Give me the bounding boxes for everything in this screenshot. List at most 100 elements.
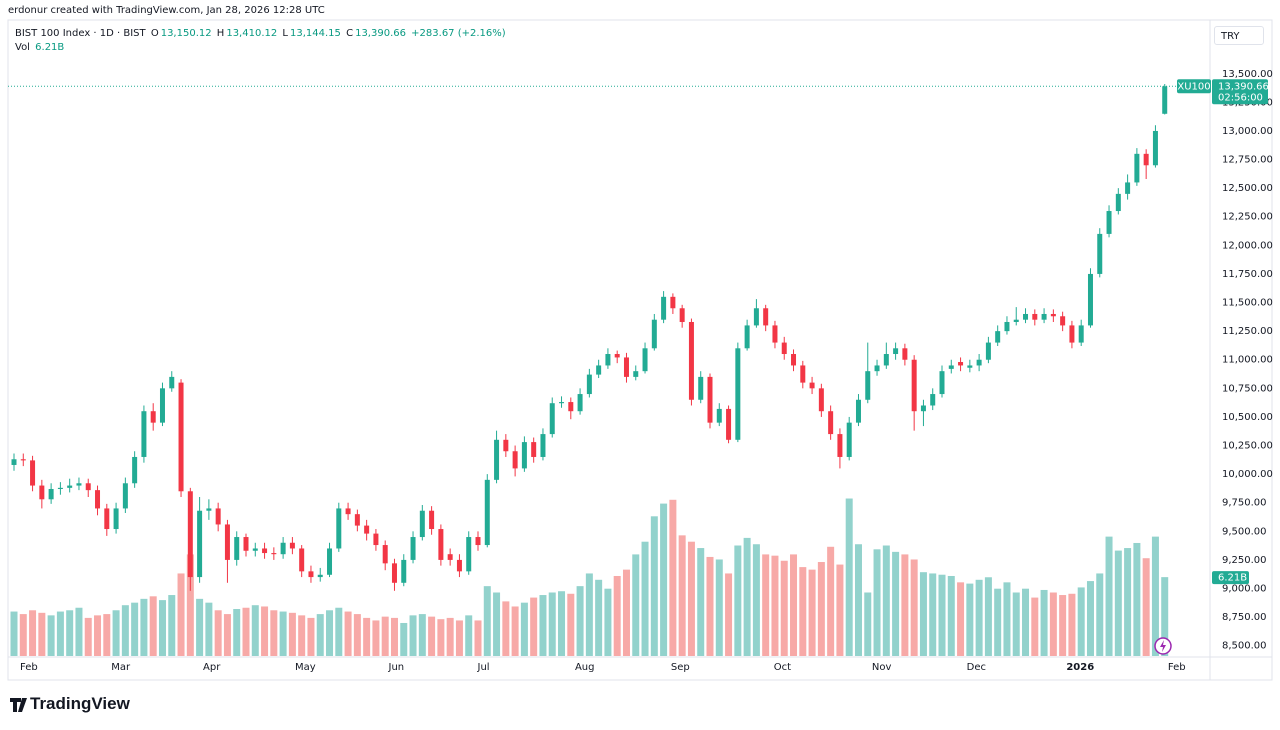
frame — [7, 19, 1273, 681]
candle-body — [224, 524, 230, 560]
candle-body — [494, 439, 500, 480]
volume-bar — [957, 582, 965, 656]
candle-body — [1004, 321, 1010, 332]
volume-bar — [901, 554, 909, 656]
candle-body — [95, 490, 101, 509]
volume-bar — [446, 617, 454, 656]
candle-body — [716, 408, 722, 423]
candle-body — [772, 325, 778, 343]
volume-bar — [418, 614, 426, 656]
ohlc-value: 13,150.12 — [160, 28, 212, 39]
x-tick-label: Jun — [388, 662, 405, 673]
candle-body — [419, 510, 425, 538]
y-tick-label: 12,750.00 — [1222, 155, 1273, 166]
candle-body — [577, 394, 583, 412]
candle-body — [809, 382, 815, 389]
candle-body — [865, 371, 871, 400]
vol-key: Vol — [15, 42, 30, 53]
candle-body — [726, 408, 732, 440]
volume-bar — [558, 591, 566, 656]
x-tick-label: Apr — [203, 662, 221, 673]
vol-value: 6.21B — [35, 42, 65, 53]
volume-bar — [1022, 588, 1030, 656]
candle-body — [327, 548, 333, 575]
volume-bar — [660, 503, 668, 656]
candle-body — [410, 537, 416, 560]
volume-badge: 6.21B — [1218, 573, 1247, 584]
volume-bar — [140, 598, 148, 656]
candle-body — [531, 442, 537, 457]
candle-body — [104, 508, 110, 530]
ohlc-value: 13,410.12 — [226, 28, 278, 39]
volume-bar — [409, 615, 417, 656]
candle-body — [382, 545, 388, 564]
volume-legend: Vol 6.21B — [15, 42, 66, 53]
candle-body — [159, 388, 165, 423]
volume-bar — [984, 577, 992, 656]
candle-body — [122, 483, 128, 509]
volume-bar — [762, 554, 770, 656]
volume-bar — [316, 614, 324, 656]
candle-body — [456, 559, 462, 572]
volume-bar — [919, 572, 927, 656]
y-tick-label: 11,250.00 — [1222, 326, 1273, 337]
candle-body — [48, 488, 54, 500]
ohlc-key: H — [216, 28, 225, 39]
candle-body — [1013, 319, 1019, 322]
x-tick-label: Mar — [111, 662, 131, 673]
volume-bar — [530, 597, 538, 656]
candle-body — [1032, 313, 1038, 320]
volume-bar — [929, 573, 937, 656]
volume-bar — [455, 620, 463, 656]
volume-bar — [103, 614, 111, 656]
candle-body — [596, 365, 602, 375]
candle-body — [521, 442, 527, 469]
candle-body — [503, 439, 509, 452]
volume-bar — [261, 606, 269, 656]
candle-body — [976, 359, 982, 366]
volume-bar — [771, 555, 779, 656]
candle-body — [781, 342, 787, 355]
volume-bar — [706, 556, 714, 656]
candle-body — [855, 399, 861, 423]
volume-bar — [75, 607, 83, 656]
volume-bar — [576, 586, 584, 656]
y-tick-label: 13,500.00 — [1222, 69, 1273, 80]
ohlc-key: O — [150, 28, 159, 39]
candle-body — [679, 308, 685, 322]
candle-body — [1050, 313, 1056, 317]
y-tick-label: 12,000.00 — [1222, 240, 1273, 251]
x-tick-label: Sep — [671, 662, 690, 673]
volume-bar — [511, 606, 519, 656]
y-tick-label: 13,000.00 — [1222, 126, 1273, 137]
candle-body — [354, 514, 360, 526]
volume-bar — [836, 564, 844, 656]
ohlc-value: 13,144.15 — [290, 28, 341, 39]
candle-body — [893, 348, 899, 355]
candle-body — [939, 371, 945, 395]
volume-bar — [548, 592, 556, 656]
volume-bar — [502, 601, 510, 656]
symbol-badge: XU100 — [1177, 81, 1210, 92]
volume-bar — [975, 579, 983, 656]
attribution: erdonur created with TradingView.com, Ja… — [8, 5, 325, 16]
volume-bar — [604, 588, 612, 656]
candle-body — [614, 354, 620, 358]
volume-bar — [223, 614, 231, 656]
volume-bar — [158, 600, 166, 656]
ohlc-key: C — [346, 28, 354, 39]
volume-bar — [1105, 536, 1113, 656]
volume-bar — [892, 551, 900, 656]
candle-body — [234, 537, 240, 560]
volume-bar — [19, 614, 27, 656]
volume-bar — [882, 545, 890, 656]
candle-body — [874, 365, 880, 372]
currency-button[interactable]: TRY — [1214, 26, 1264, 45]
candle-body — [187, 491, 193, 578]
y-tick-label: 10,250.00 — [1222, 441, 1273, 452]
candle-body — [586, 374, 592, 395]
candle-body — [113, 508, 119, 530]
candle-body — [391, 563, 397, 583]
y-tick-label: 8,500.00 — [1222, 641, 1267, 652]
